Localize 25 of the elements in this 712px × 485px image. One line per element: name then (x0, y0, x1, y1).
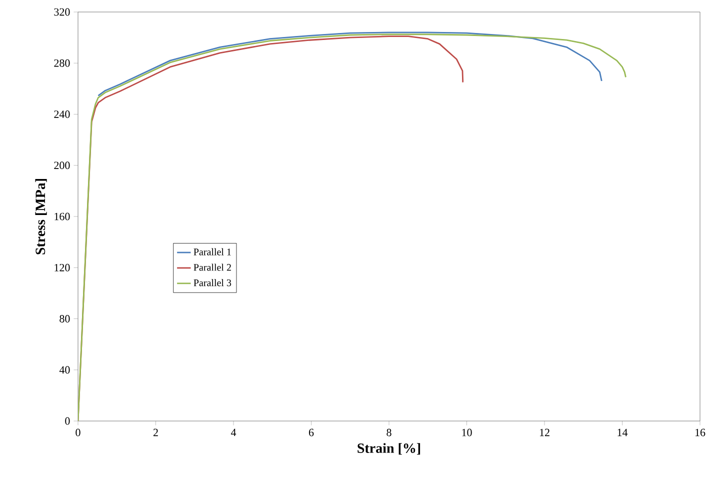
y-tick-label: 80 (60, 315, 70, 322)
x-tick-label: 12 (540, 428, 550, 436)
legend-label: Parallel 1 (194, 248, 231, 256)
y-tick-label: 120 (54, 264, 70, 272)
y-tick-label: 40 (59, 366, 70, 374)
x-tick-label: 10 (462, 428, 472, 436)
y-tick-label: 280 (54, 59, 70, 67)
line-series (98, 32, 602, 96)
x-tick-label: 2 (153, 428, 158, 436)
y-tick-label: 160 (54, 212, 70, 220)
legend-label: Parallel 2 (194, 264, 231, 271)
x-tick-label: 4 (230, 428, 236, 436)
y-tick-label: 0 (65, 417, 70, 425)
x-tick-label: 14 (618, 428, 628, 436)
x-tick-label: 16 (695, 428, 706, 436)
y-tick-label: 320 (54, 8, 70, 16)
y-tick-label: 240 (54, 110, 70, 118)
line-series (78, 34, 626, 421)
x-tick-label: 8 (386, 428, 392, 436)
x-tick-label: 0 (76, 428, 80, 436)
y-axis-title: Stress [MPa] (35, 178, 47, 254)
x-tick-label: 6 (308, 428, 314, 436)
x-axis-title: Strain [%] (358, 443, 420, 455)
y-tick-label: 200 (54, 162, 70, 170)
legend-label: Parallel 3 (194, 279, 232, 286)
